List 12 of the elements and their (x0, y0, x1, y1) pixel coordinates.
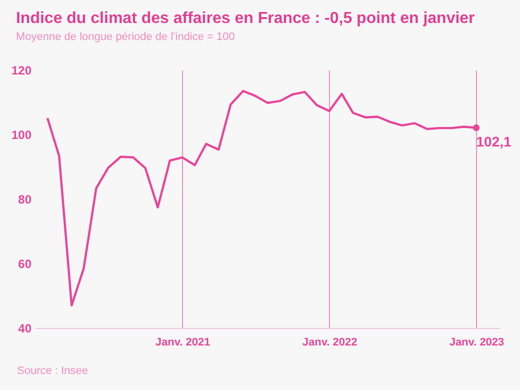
y-tick-label: 60 (18, 257, 32, 271)
source-note: Source : Insee (17, 365, 88, 377)
y-tick-label: 40 (18, 322, 32, 336)
x-tick-label: Janv. 2021 (155, 336, 210, 348)
x-tick-label: Janv. 2023 (449, 336, 504, 348)
chart-subtitle: Moyenne de longue période de l'indice = 100 (16, 31, 235, 43)
chart-title: Indice du climat des affaires en France : -0,5 point en janvier (16, 10, 475, 27)
y-tick-label: 100 (11, 128, 32, 142)
y-tick-label: 120 (11, 64, 32, 78)
x-tick-label: Janv. 2022 (302, 336, 358, 348)
annotation: 102,1 (476, 134, 512, 150)
y-tick-label: 80 (18, 192, 32, 206)
